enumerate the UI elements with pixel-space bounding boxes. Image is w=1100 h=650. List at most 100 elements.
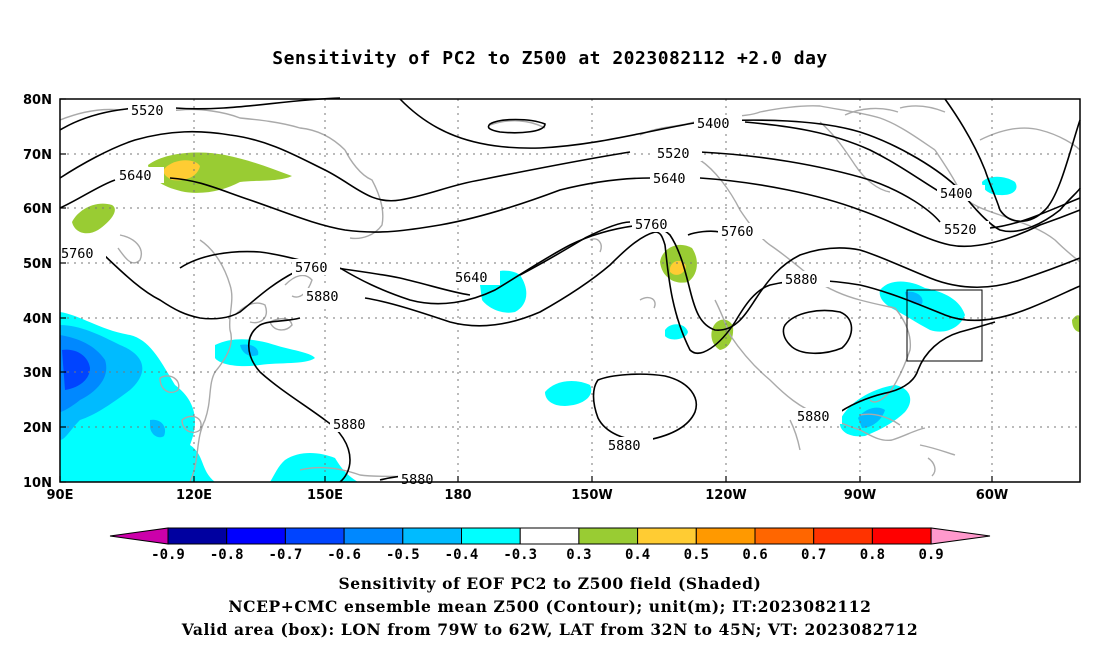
colorbar-label: -0.7 [269, 547, 303, 563]
lon-label: 90W [844, 488, 876, 503]
negative-region-central-pacific [545, 380, 592, 406]
colorbar-segment [813, 527, 873, 545]
lon-label: 90E [47, 488, 74, 503]
negative-region-small [665, 324, 688, 340]
lat-label: 70N [23, 148, 52, 163]
lat-label: 20N [23, 421, 52, 436]
svg-text:5760: 5760 [635, 217, 668, 233]
contour-label: 5520 [128, 102, 176, 119]
svg-text:5640: 5640 [653, 171, 686, 187]
svg-text:5400: 5400 [697, 116, 730, 132]
colorbar-label: 0.7 [801, 547, 826, 563]
contour-label: 5520 [654, 145, 702, 162]
colorbar-segment [167, 527, 228, 545]
lon-label: 150W [571, 488, 612, 503]
contour-label: 5400 [937, 185, 985, 202]
sensitivity-shading [60, 152, 1080, 482]
contour-label: 5520 [941, 221, 989, 238]
contour-label: 5880 [794, 408, 842, 425]
contour-5520-mid [59, 130, 1081, 229]
positive-region-pacific-core [670, 260, 686, 275]
svg-text:5880: 5880 [608, 438, 641, 454]
contour-label: 5760 [632, 216, 680, 233]
negative-region-west-spot-2 [150, 419, 166, 438]
colorbar-label: 0.4 [625, 547, 650, 563]
svg-text:5880: 5880 [797, 409, 830, 425]
colorbar [109, 527, 991, 545]
negative-region-west-core [62, 349, 90, 390]
contour-label: 5880 [330, 416, 378, 433]
positive-region-us-west [711, 319, 734, 350]
contour-label: 5760 [292, 259, 340, 276]
negative-region-gulf-inner [858, 407, 885, 428]
colorbar-label: 0.6 [742, 547, 767, 563]
contour-label: 5640 [650, 170, 698, 187]
lat-label: 30N [23, 366, 52, 381]
svg-text:5880: 5880 [306, 289, 339, 305]
contour-5880-central [364, 231, 1081, 354]
map-frame [59, 98, 1081, 483]
colorbar-segment [284, 527, 345, 545]
lat-label: 10N [23, 476, 52, 491]
positive-region-west [72, 203, 115, 234]
colorbar-segment [695, 527, 756, 545]
colorbar-label: -0.3 [503, 547, 537, 563]
page-title: Sensitivity of PC2 to Z500 at 2023082112… [272, 48, 828, 69]
colorbar-segment [461, 527, 521, 545]
contour-label: 5640 [452, 269, 500, 286]
contour-5880-south [247, 317, 351, 483]
contour-label: 5880 [303, 288, 351, 305]
colorbar-segment [226, 527, 286, 545]
colorbar-segment [637, 527, 697, 545]
contour-label: 5880 [782, 271, 830, 288]
negative-region-west-spot [118, 354, 141, 371]
svg-text:5640: 5640 [455, 270, 488, 286]
lat-label: 80N [23, 93, 52, 108]
colorbar-label: -0.9 [151, 547, 185, 563]
colorbar-label: -0.4 [445, 547, 479, 563]
contour-5760-central [687, 230, 721, 236]
colorbar-label: -0.8 [210, 547, 244, 563]
positive-region-siberia-core [163, 160, 200, 181]
longitude-labels: 90E 120E 150E 180 150W 120W 90W 60W [47, 488, 1009, 503]
svg-text:5400: 5400 [940, 186, 973, 202]
lon-label: 120E [176, 488, 212, 503]
contour-5880-gulf [839, 321, 996, 413]
svg-text:5640: 5640 [119, 168, 152, 184]
z500-contours [59, 97, 1081, 483]
contour-label: 5760 [58, 245, 106, 262]
negative-region-japan [215, 339, 315, 367]
contour-label: 5880 [398, 472, 446, 488]
contour-label: 5640 [116, 167, 164, 184]
contour-5640 [59, 177, 1081, 248]
svg-text:5880: 5880 [333, 417, 366, 433]
colorbar-segment [578, 527, 639, 545]
lon-label: 60W [976, 488, 1008, 503]
contour-5880-mid-pacific [592, 373, 697, 442]
lon-label: 180 [444, 488, 471, 503]
caption-line-2: NCEP+CMC ensemble mean Z500 (Contour); u… [228, 597, 872, 616]
contour-label-group: 5520 5400 5520 5640 5640 5400 5520 5760 … [58, 102, 989, 488]
colorbar-segment [402, 527, 462, 545]
lon-label: 150E [307, 488, 343, 503]
contour-5640-mid [339, 224, 1081, 331]
lon-label: 120W [705, 488, 746, 503]
negative-region-labrador [982, 176, 1017, 196]
colorbar-labels: -0.9 -0.8 -0.7 -0.6 -0.5 -0.4 -0.3 0.3 0.4 0.5 0.6… [151, 547, 944, 563]
colorbar-label: 0.8 [860, 547, 885, 563]
colorbar-label: 0.5 [684, 547, 709, 563]
negative-region-us-east-inner [905, 291, 923, 305]
colorbar-arrow-low [109, 527, 169, 545]
contour-5880-loop [782, 309, 853, 355]
svg-text:5760: 5760 [721, 224, 754, 240]
colorbar-segment [343, 527, 404, 545]
svg-text:5520: 5520 [131, 103, 164, 119]
lat-label: 60N [23, 202, 52, 217]
latitude-labels: 80N 70N 60N 50N 40N 30N 20N 10N [23, 93, 52, 491]
lat-label: 40N [23, 312, 52, 327]
colorbar-label: -0.6 [327, 547, 361, 563]
colorbar-label: 0.3 [566, 547, 591, 563]
colorbar-segment [754, 527, 815, 545]
colorbar-label: -0.5 [386, 547, 420, 563]
